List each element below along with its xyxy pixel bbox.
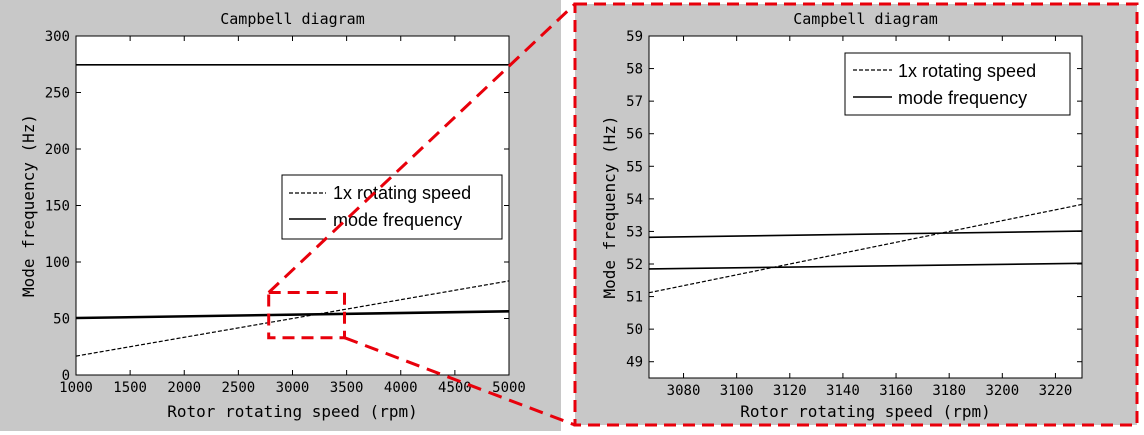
overview-ytick-label: 0 bbox=[62, 368, 70, 384]
zoomed-ytick-label: 59 bbox=[626, 29, 643, 45]
zoomed-ytick-label: 49 bbox=[626, 355, 643, 371]
zoomed-xtick-label: 3120 bbox=[773, 383, 807, 399]
overview-series-mode-frequency-1 bbox=[75, 311, 510, 320]
overview-ytick-label: 150 bbox=[45, 199, 70, 215]
zoomed-ytick-label: 53 bbox=[626, 224, 643, 240]
zoomed-chart: 3080 3100 3120 3140 3160 3180 3200 3220 49 50 51 52… bbox=[573, 2, 1139, 427]
zoom-connector-bottom bbox=[343, 336, 576, 427]
zoomed-xtick-label: 3160 bbox=[879, 383, 913, 399]
zoom-region-box bbox=[267, 291, 347, 340]
overview-xtick-label: 2500 bbox=[222, 380, 256, 396]
overview-series-mode-frequency-2 bbox=[75, 310, 510, 319]
zoomed-series-mode-frequency-2 bbox=[648, 230, 1083, 239]
zoomed-xtick-label: 3180 bbox=[932, 383, 966, 399]
overview-legend-label-mode: mode frequency bbox=[333, 210, 462, 230]
overview-xtick-label: 4000 bbox=[384, 380, 418, 396]
overview-legend-box bbox=[281, 174, 503, 240]
zoomed-legend-label-mode: mode frequency bbox=[898, 88, 1027, 108]
overview-ytick-label: 100 bbox=[45, 255, 70, 271]
zoomed-xtick-label: 3200 bbox=[985, 383, 1019, 399]
zoomed-ytick-label: 54 bbox=[626, 192, 643, 208]
overview-xlabel: Rotor rotating speed (rpm) bbox=[167, 402, 417, 421]
zoomed-xtick-label: 3100 bbox=[720, 383, 754, 399]
overview-legend-label-1x: 1x rotating speed bbox=[333, 183, 471, 203]
zoomed-title: Campbell diagram bbox=[793, 10, 938, 28]
overview-xtick-label: 1500 bbox=[113, 380, 147, 396]
overview-xtick-label: 1000 bbox=[59, 380, 93, 396]
overview-xtick-label: 5000 bbox=[492, 380, 526, 396]
zoomed-ytick-label: 56 bbox=[626, 127, 643, 143]
overview-xtick-label: 3500 bbox=[330, 380, 364, 396]
zoomed-series-rotating-speed-0 bbox=[648, 203, 1083, 294]
zoom-connector-top bbox=[267, 2, 577, 294]
zoomed-ytick-label: 51 bbox=[626, 290, 643, 306]
zoomed-series-mode-frequency-1 bbox=[648, 262, 1083, 270]
zoomed-legend: 1x rotating speed mode frequency bbox=[844, 52, 1071, 116]
zoomed-panel-frame bbox=[573, 2, 1139, 427]
overview-legend: 1x rotating speed mode frequency bbox=[281, 174, 503, 240]
zoomed-ytick-label: 58 bbox=[626, 62, 643, 78]
zoomed-ytick-label: 55 bbox=[626, 159, 643, 175]
zoomed-xtick-label: 3080 bbox=[667, 383, 701, 399]
overview-ytick-label: 250 bbox=[45, 86, 70, 102]
overview-ylabel: Mode frequency (Hz) bbox=[19, 114, 38, 297]
overview-chart: 1000 1500 2000 2500 3000 3500 4000 4500 5000 0 50 1… bbox=[19, 10, 526, 421]
zoomed-xtick-label: 3140 bbox=[826, 383, 860, 399]
zoomed-xtick-label: 3220 bbox=[1039, 383, 1073, 399]
overview-xtick-label: 4500 bbox=[438, 380, 472, 396]
zoomed-ytick-label: 50 bbox=[626, 322, 643, 338]
zoomed-ytick-label: 52 bbox=[626, 257, 643, 273]
overview-xtick-label: 2000 bbox=[167, 380, 201, 396]
overview-ytick-label: 50 bbox=[53, 312, 70, 328]
zoomed-ylabel: Mode frequency (Hz) bbox=[600, 115, 619, 298]
overview-title: Campbell diagram bbox=[220, 10, 365, 28]
zoomed-ytick-label: 57 bbox=[626, 94, 643, 110]
zoomed-xlabel: Rotor rotating speed (rpm) bbox=[740, 402, 990, 421]
overview-ytick-label: 300 bbox=[45, 29, 70, 45]
zoomed-legend-label-1x: 1x rotating speed bbox=[898, 61, 1036, 81]
overview-xtick-label: 3000 bbox=[276, 380, 310, 396]
overview-ytick-label: 200 bbox=[45, 142, 70, 158]
overview-series-rotating-speed-0 bbox=[75, 280, 510, 357]
zoomed-legend-box bbox=[844, 52, 1071, 116]
